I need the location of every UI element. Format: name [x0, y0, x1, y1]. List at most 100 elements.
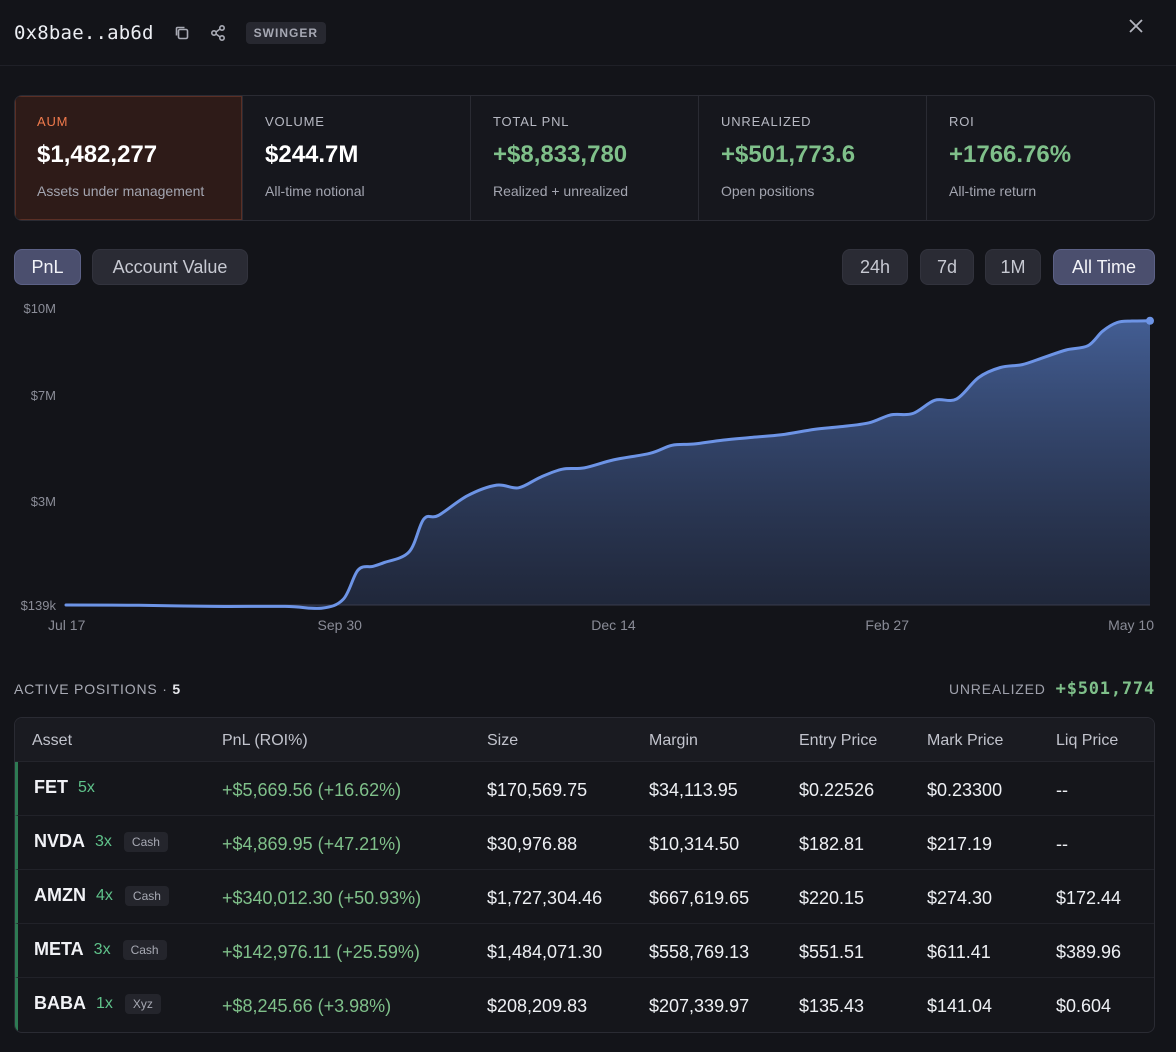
share-icon[interactable]: [208, 23, 228, 43]
leverage: 3x: [93, 940, 111, 958]
stat-label: UNREALIZED: [721, 114, 812, 129]
entry-cell: $135.43: [799, 996, 865, 1016]
pnl-area: [66, 320, 1150, 609]
mark-cell: $141.04: [927, 996, 993, 1016]
positions-table: Asset PnL (ROI%) Size Margin Entry Price…: [14, 717, 1155, 1033]
col-mark-price[interactable]: Mark Price: [927, 732, 1004, 749]
collateral-badge: Xyz: [124, 993, 161, 1014]
stat-sub: All-time notional: [265, 183, 365, 199]
asset-cell: BABA 1x Xyz: [34, 993, 161, 1014]
leverage: 4x: [96, 886, 113, 904]
stat-roi: ROI +1766.76% All-time return: [927, 96, 1154, 220]
y-tick-label: $7M: [31, 388, 56, 403]
stat-value: +1766.76%: [949, 141, 1072, 168]
liq-cell: $172.44: [1056, 888, 1122, 908]
stat-value: $1,482,277: [37, 141, 158, 168]
table-row[interactable]: AMZN 4x Cash +$340,012.30 (+50.93%) $1,7…: [15, 870, 1154, 924]
wallet-address[interactable]: 0x8bae..ab6d: [14, 21, 154, 44]
col-entry-price[interactable]: Entry Price: [799, 732, 878, 749]
margin-cell: $558,769.13: [649, 942, 750, 962]
copy-icon[interactable]: [172, 23, 192, 43]
col-asset[interactable]: Asset: [32, 732, 73, 749]
col-pnl[interactable]: PnL (ROI%): [222, 732, 308, 749]
entry-cell: $0.22526: [799, 780, 875, 800]
margin-cell: $34,113.95: [649, 780, 738, 800]
pnl-cell: +$142,976.11 (+25.59%): [222, 942, 420, 962]
range-all-time[interactable]: All Time: [1053, 249, 1155, 285]
asset-symbol: NVDA: [34, 831, 86, 851]
x-tick-label: Dec 14: [591, 617, 636, 633]
positions-count: 5: [172, 681, 181, 697]
asset-cell: FET 5x: [34, 777, 95, 798]
liq-cell: --: [1056, 780, 1068, 800]
stat-label: AUM: [37, 114, 69, 129]
x-tick-label: Sep 30: [318, 617, 363, 633]
collateral-badge: Cash: [123, 831, 168, 852]
positions-unrealized: UNREALIZED +$501,774: [949, 679, 1155, 699]
margin-cell: $10,314.50: [649, 834, 740, 854]
margin-cell: $207,339.97: [649, 996, 750, 1016]
y-tick-label: $139k: [21, 598, 57, 613]
mark-cell: $0.23300: [927, 780, 1003, 800]
mark-cell: $274.30: [927, 888, 993, 908]
mark-cell: $217.19: [927, 834, 993, 854]
stat-label: TOTAL PNL: [493, 114, 570, 129]
stat-label: ROI: [949, 114, 975, 129]
positions-title-label: ACTIVE POSITIONS: [14, 681, 158, 697]
tab-account-value[interactable]: Account Value: [92, 249, 248, 285]
stat-value: +$8,833,780: [493, 141, 628, 168]
stat-value: $244.7M: [265, 141, 359, 168]
tab-pnl[interactable]: PnL: [14, 249, 81, 285]
size-cell: $170,569.75: [487, 780, 588, 800]
table-row[interactable]: BABA 1x Xyz +$8,245.66 (+3.98%) $208,209…: [15, 978, 1154, 1032]
asset-cell: AMZN 4x Cash: [34, 885, 169, 906]
table-header: Asset PnL (ROI%) Size Margin Entry Price…: [15, 718, 1154, 762]
col-size[interactable]: Size: [487, 732, 519, 749]
stat-sub: Open positions: [721, 183, 815, 199]
unrealized-value: +$501,774: [1055, 679, 1155, 699]
size-cell: $208,209.83: [487, 996, 588, 1016]
stat-sub: Assets under management: [37, 183, 205, 199]
stat-sub: Realized + unrealized: [493, 183, 629, 199]
leverage: 3x: [95, 832, 112, 850]
trader-tag: SWINGER: [245, 21, 327, 44]
asset-cell: META 3x Cash: [34, 939, 167, 960]
liq-cell: $389.96: [1056, 942, 1122, 962]
liq-cell: --: [1056, 834, 1068, 854]
pnl-chart[interactable]: $10M $7M $3M $139k Jul 17 Sep 30 Dec 14 Feb 27…: [0, 295, 1176, 645]
table-row[interactable]: FET 5x +$5,669.56 (+16.62%) $170,569.75 …: [15, 762, 1154, 816]
leverage: 5x: [78, 778, 95, 796]
range-7d[interactable]: 7d: [920, 249, 974, 285]
stat-value: +$501,773.6: [721, 141, 856, 168]
size-cell: $1,727,304.46: [487, 888, 603, 908]
stat-label: VOLUME: [265, 114, 325, 129]
range-1m[interactable]: 1M: [985, 249, 1041, 285]
size-cell: $30,976.88: [487, 834, 578, 854]
pnl-line: [64, 319, 1152, 610]
stats-panel: AUM $1,482,277 Assets under management V…: [14, 95, 1155, 221]
range-24h[interactable]: 24h: [842, 249, 908, 285]
header: 0x8bae..ab6d SWINGER: [0, 0, 1176, 66]
col-margin[interactable]: Margin: [649, 732, 698, 749]
stat-sub: All-time return: [949, 183, 1037, 199]
collateral-badge: Cash: [124, 885, 169, 906]
asset-symbol: FET: [34, 777, 68, 797]
stat-unrealized: UNREALIZED +$501,773.6 Open positions: [699, 96, 927, 220]
close-icon[interactable]: [1126, 16, 1146, 36]
x-tick-label: Jul 17: [48, 617, 86, 633]
col-liq-price[interactable]: Liq Price: [1056, 732, 1119, 749]
entry-cell: $551.51: [799, 942, 865, 962]
pnl-cell: +$4,869.95 (+47.21%): [222, 834, 402, 854]
pnl-cell: +$340,012.30 (+50.93%): [222, 888, 422, 908]
table-row[interactable]: META 3x Cash +$142,976.11 (+25.59%) $1,4…: [15, 924, 1154, 978]
stat-aum: AUM $1,482,277 Assets under management: [15, 96, 243, 220]
table-row[interactable]: NVDA 3x Cash +$4,869.95 (+47.21%) $30,97…: [15, 816, 1154, 870]
stat-total-pnl: TOTAL PNL +$8,833,780 Realized + unreali…: [471, 96, 699, 220]
leverage: 1x: [96, 994, 113, 1012]
y-tick-label: $10M: [23, 301, 56, 316]
positions-title: ACTIVE POSITIONS · 5: [14, 681, 181, 697]
y-tick-label: $3M: [31, 494, 56, 509]
asset-symbol: AMZN: [34, 885, 86, 905]
asset-symbol: BABA: [34, 993, 86, 1013]
collateral-badge: Cash: [122, 939, 167, 960]
